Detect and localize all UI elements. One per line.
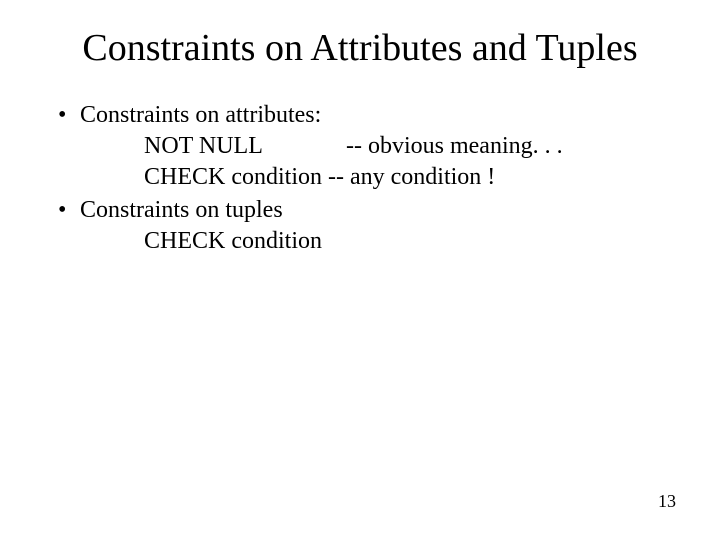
sub-right: -- obvious meaning. . . bbox=[346, 133, 563, 159]
sub-row: CHECK condition bbox=[144, 226, 680, 257]
sub-left: NOT NULL bbox=[144, 133, 262, 159]
sub-left: CHECK condition bbox=[144, 228, 322, 254]
sub-block: CHECK condition bbox=[80, 226, 680, 257]
bullet-text: Constraints on attributes: bbox=[80, 102, 321, 128]
sub-row: CHECK condition -- any condition ! bbox=[144, 162, 680, 193]
sub-right: -- any condition ! bbox=[328, 164, 495, 190]
bullet-item: Constraints on tuples CHECK condition bbox=[58, 195, 680, 257]
sub-block: NOT NULL -- obvious meaning. . . CHECK c… bbox=[80, 131, 680, 193]
bullet-list: Constraints on attributes: NOT NULL -- o… bbox=[40, 100, 680, 258]
sub-gap bbox=[262, 133, 346, 159]
page-number: 13 bbox=[658, 491, 676, 512]
bullet-text: Constraints on tuples bbox=[80, 197, 283, 223]
slide-title: Constraints on Attributes and Tuples bbox=[40, 26, 680, 72]
slide: Constraints on Attributes and Tuples Con… bbox=[0, 0, 720, 540]
bullet-item: Constraints on attributes: NOT NULL -- o… bbox=[58, 100, 680, 194]
sub-left: CHECK condition bbox=[144, 164, 322, 190]
slide-body: Constraints on attributes: NOT NULL -- o… bbox=[40, 100, 680, 258]
sub-row: NOT NULL -- obvious meaning. . . bbox=[144, 131, 680, 162]
